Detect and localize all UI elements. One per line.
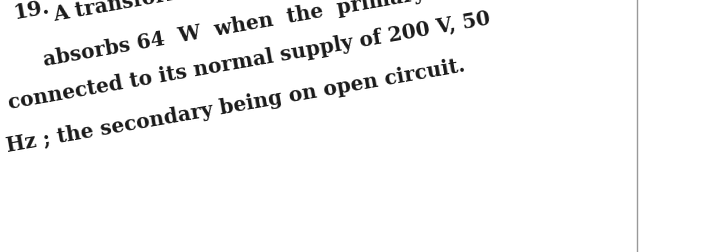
Text: 19.: 19. [12,0,51,23]
Text: absorbs 64  W  when  the  primary  is: absorbs 64 W when the primary is [42,0,459,70]
Text: connected to its normal supply of 200 V, 50: connected to its normal supply of 200 V,… [6,8,492,113]
Text: A transformer takes a current of 0·6 A and: A transformer takes a current of 0·6 A a… [52,0,529,25]
Text: Hz ; the secondary being on open circuit.: Hz ; the secondary being on open circuit… [4,55,467,155]
